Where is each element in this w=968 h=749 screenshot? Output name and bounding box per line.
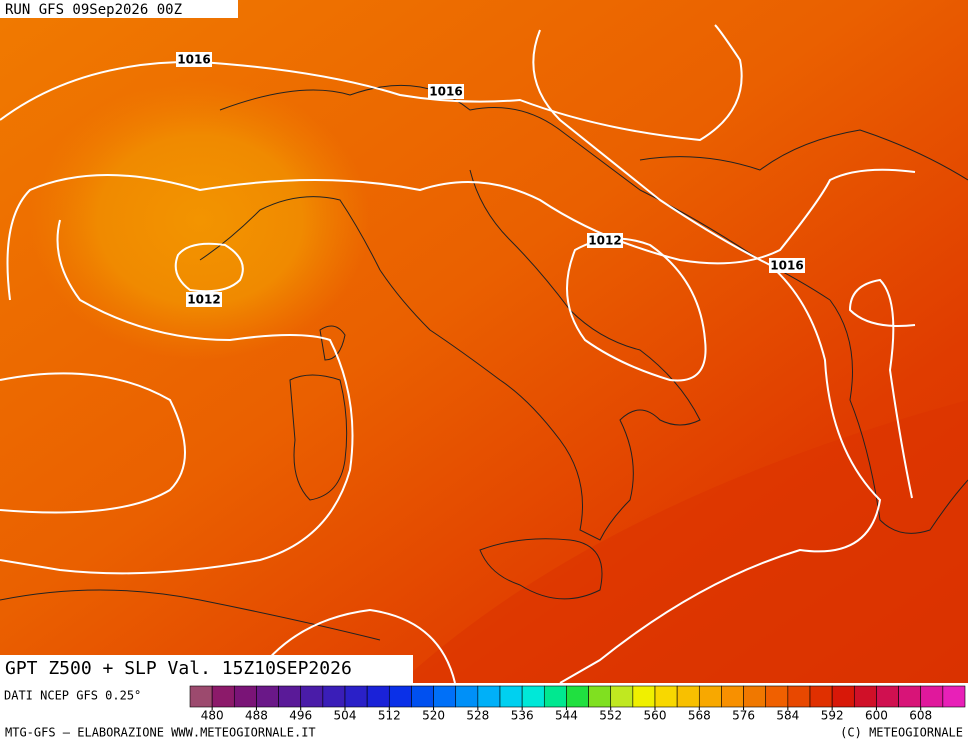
colorbar-swatch	[433, 685, 457, 708]
isobar-label: 1016	[770, 259, 803, 273]
isobar-label-box	[769, 258, 805, 273]
colorbar-swatch	[211, 685, 235, 708]
colorbar-swatch	[898, 685, 922, 708]
colorbar-swatch	[521, 685, 545, 708]
colorbar-swatch	[654, 685, 678, 708]
colorbar-swatch	[610, 685, 634, 708]
credit-right: (C) METEOGIORNALE	[840, 726, 963, 740]
geopotential-shade	[30, 80, 370, 360]
colorbar-swatch	[344, 685, 368, 708]
isobar-label-box	[428, 84, 464, 99]
colorbar-swatch	[632, 685, 656, 708]
colorbar-swatch	[743, 685, 767, 708]
colorbar-tick-label: 552	[599, 709, 622, 723]
colorbar-swatch	[388, 685, 412, 708]
colorbar-tick-label: 496	[289, 709, 312, 723]
credit-left: MTG-GFS — ELABORAZIONE WWW.METEOGIORNALE…	[5, 726, 316, 740]
isobar-label: 1012	[588, 234, 621, 248]
colorbar-tick-label: 592	[821, 709, 844, 723]
run-label: RUN GFS 09Sep2026 00Z	[5, 2, 182, 18]
colorbar-tick-label: 584	[776, 709, 799, 723]
colorbar-tick-label: 568	[688, 709, 711, 723]
colorbar-tick-label: 576	[732, 709, 755, 723]
colorbar-swatch	[366, 685, 390, 708]
colorbar-tick-label: 520	[422, 709, 445, 723]
colorbar-swatch	[765, 685, 789, 708]
colorbar-swatch	[189, 685, 213, 708]
geopotential-shade	[400, 400, 968, 683]
colorbar-swatch	[499, 685, 523, 708]
colorbar-swatch	[809, 685, 833, 708]
colorbar-swatch	[676, 685, 700, 708]
colorbar-swatch	[256, 685, 279, 708]
isobar-label-box	[587, 233, 623, 248]
colorbar-swatch	[721, 685, 744, 708]
isobar-label: 1016	[429, 85, 462, 99]
colorbar-swatch	[411, 685, 434, 708]
colorbar-swatch	[920, 685, 944, 708]
run-box	[0, 0, 238, 18]
colorbar-tick-label: 536	[511, 709, 534, 723]
colorbar-swatch	[233, 685, 257, 708]
title-box	[0, 655, 413, 683]
colorbar-swatch	[566, 685, 589, 708]
colorbar-swatch	[588, 685, 612, 708]
colorbar-tick-label: 488	[245, 709, 268, 723]
colorbar-swatch	[853, 685, 877, 708]
colorbar-swatch	[477, 685, 501, 708]
colorbar-tick-label: 512	[378, 709, 401, 723]
colorbar-swatch	[278, 685, 302, 708]
colorbar-swatch	[543, 685, 567, 708]
colorbar: 480 488 496 504 512 520 528 536 544 552 560 568 576 5…	[189, 685, 966, 723]
colorbar-tick-label: 560	[644, 709, 667, 723]
colorbar-swatch	[322, 685, 346, 708]
colorbar-tick-label: 600	[865, 709, 888, 723]
isobar-label-box	[186, 292, 222, 307]
colorbar-tick-label: 544	[555, 709, 578, 723]
colorbar-swatch	[876, 685, 899, 708]
isobar-label: 1016	[177, 53, 210, 67]
colorbar-tick-label: 528	[466, 709, 489, 723]
colorbar-tick-label: 608	[909, 709, 932, 723]
colorbar-tick-label: 504	[334, 709, 357, 723]
colorbar-swatch	[698, 685, 722, 708]
colorbar-swatch	[455, 685, 479, 708]
colorbar-swatch	[942, 685, 966, 708]
colorbar-swatch	[787, 685, 811, 708]
isobar-label-box	[176, 52, 212, 67]
isobar-labels: 1016 1016 1012 1012 1016	[176, 52, 805, 307]
colorbar-swatch	[831, 685, 855, 708]
map-title: GPT Z500 + SLP Val. 15Z10SEP2026	[5, 658, 352, 679]
isobars	[0, 24, 916, 684]
colorbar-tick-label: 480	[201, 709, 224, 723]
isobar-label: 1012	[187, 293, 220, 307]
source-label: DATI NCEP GFS 0.25°	[4, 689, 141, 703]
colorbar-swatch	[300, 685, 324, 708]
